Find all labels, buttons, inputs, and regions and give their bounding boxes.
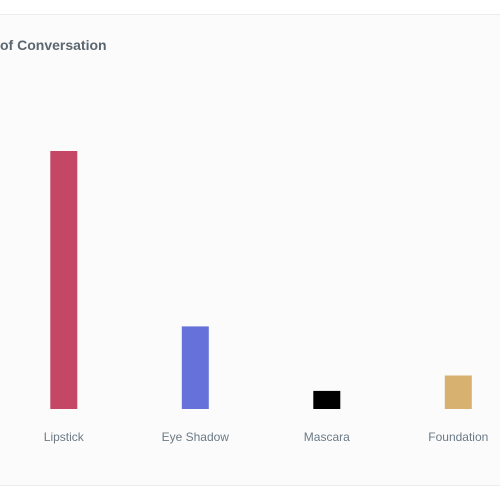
bar-eye-shadow bbox=[181, 326, 209, 409]
x-tick-label-eye-shadow: Eye Shadow bbox=[162, 430, 230, 444]
x-tick-label-mascara: Mascara bbox=[304, 430, 350, 444]
bar-lipstick bbox=[50, 151, 78, 409]
bar-chart: Lipstick Eye Shadow Mascara Foundation bbox=[44, 151, 489, 444]
bar-mascara bbox=[313, 390, 341, 409]
x-tick-label-foundation: Foundation bbox=[428, 430, 488, 444]
bar-foundation bbox=[444, 375, 472, 409]
chart-title: of Conversation bbox=[0, 37, 107, 53]
x-tick-label-lipstick: Lipstick bbox=[44, 430, 85, 444]
bars-group bbox=[50, 151, 472, 409]
chart-card: of Conversation Lipstick Eye Shadow Mascar… bbox=[0, 14, 500, 486]
x-tick-labels: Lipstick Eye Shadow Mascara Foundation bbox=[44, 430, 489, 444]
